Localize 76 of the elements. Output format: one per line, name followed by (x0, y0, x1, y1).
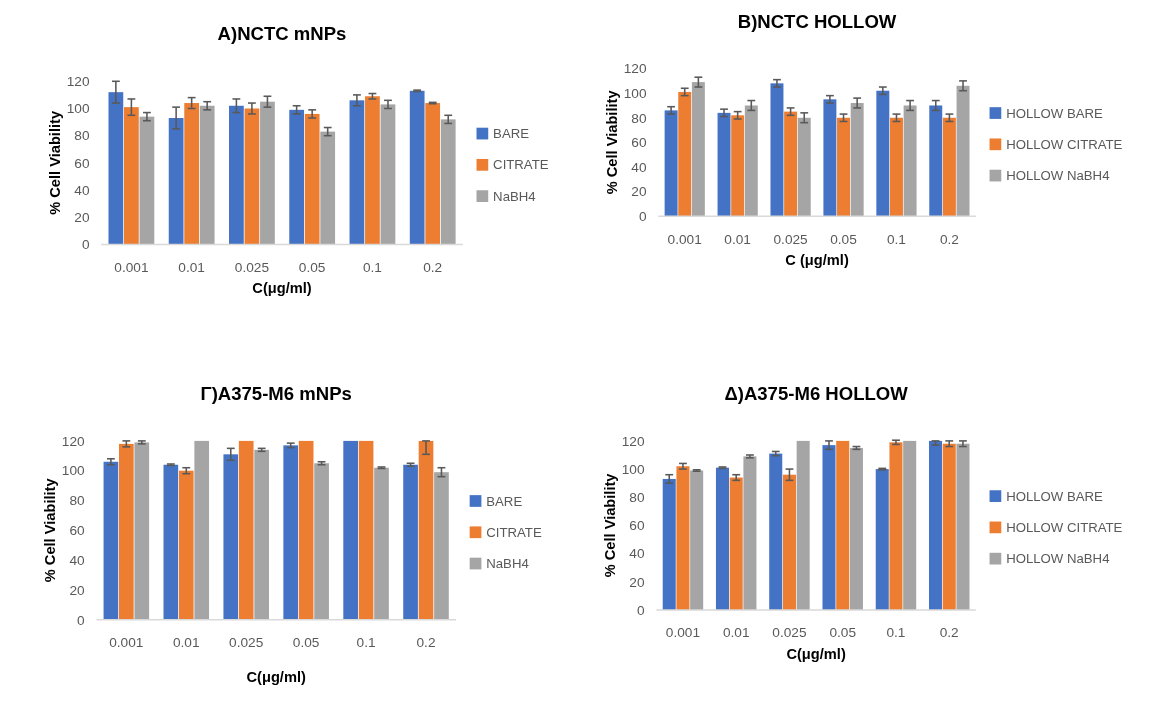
y-axis-title: % Cell Viability (604, 89, 621, 195)
x-tick-label: 0.01 (724, 231, 751, 247)
x-axis-title: C(μg/ml) (786, 645, 846, 662)
x-tick-label: 0.01 (722, 625, 750, 641)
legend-label: HOLLOW NaBH4 (1006, 168, 1110, 184)
y-tick-label: 100 (623, 85, 647, 101)
chart-title: Γ)A375-M6 mNPs (200, 382, 352, 404)
x-tick-label: 0.01 (178, 259, 205, 275)
x-tick-label: 0.2 (939, 625, 959, 641)
x-tick-label: 0.1 (886, 625, 906, 641)
y-tick-label: 80 (629, 490, 645, 506)
x-axis-title: C(μg/ml) (252, 280, 312, 297)
x-tick-label: 0.05 (292, 635, 320, 651)
x-tick-label: 0.1 (362, 259, 382, 275)
x-tick-label: 0.025 (773, 231, 809, 247)
x-tick-label: 0.025 (229, 635, 264, 651)
y-tick-label: 120 (623, 61, 647, 77)
legend-label: NaBH4 (493, 188, 536, 204)
y-tick-label: 0 (81, 237, 90, 253)
y-tick-label: 0 (636, 602, 645, 618)
y-axis-title: % Cell Viability (602, 472, 619, 578)
x-tick-label: 0.001 (114, 259, 149, 275)
y-tick-label: 40 (74, 182, 90, 198)
legend-label: CITRATE (493, 157, 549, 173)
x-tick-label: 0.2 (423, 259, 443, 275)
y-tick-label: 120 (621, 433, 645, 449)
legend-label: NaBH4 (486, 556, 529, 572)
y-tick-label: 100 (621, 461, 645, 477)
y-tick-label: 60 (629, 518, 645, 534)
y-tick-label: 120 (66, 74, 90, 90)
y-tick-label: 120 (61, 433, 86, 449)
x-axis-title: C(μg/ml) (246, 669, 306, 686)
legend-label: HOLLOW NaBH4 (1006, 551, 1110, 567)
y-tick-label: 40 (69, 552, 86, 568)
x-tick-label: 0.025 (234, 259, 270, 275)
x-tick-label: 0.01 (172, 635, 200, 651)
chart-title: Δ)A375-M6 HOLLOW (724, 382, 909, 404)
x-tick-label: 0.2 (416, 635, 436, 651)
y-axis-title: % Cell Viability (42, 477, 59, 583)
x-tick-label: 0.2 (939, 231, 959, 247)
y-tick-label: 40 (629, 546, 645, 562)
y-tick-label: 0 (638, 208, 647, 224)
y-tick-label: 60 (631, 135, 647, 151)
y-tick-label: 80 (631, 110, 647, 126)
legend-label: HOLLOW BARE (1006, 488, 1104, 504)
x-tick-label: 0.025 (772, 625, 807, 641)
legend-label: HOLLOW CITRATE (1006, 136, 1123, 152)
y-tick-label: 80 (74, 128, 90, 144)
y-tick-label: 20 (629, 574, 645, 590)
y-axis-title: % Cell Viability (47, 110, 64, 215)
x-tick-label: 0.001 (109, 635, 144, 651)
chart-title: Β)NCTC HOLLOW (737, 10, 897, 32)
legend-label: HOLLOW CITRATE (1006, 520, 1123, 535)
x-tick-label: 0.1 (886, 231, 906, 247)
legend-label: CITRATE (486, 524, 542, 540)
x-axis-title: C (μg/ml) (785, 252, 849, 269)
chart-title: Α)NCTC mNPs (217, 23, 347, 45)
y-tick-label: 100 (61, 463, 86, 479)
y-tick-label: 60 (69, 523, 86, 539)
y-tick-label: 20 (69, 582, 86, 598)
y-tick-label: 0 (77, 612, 86, 628)
x-tick-label: 0.001 (667, 231, 702, 247)
y-tick-label: 80 (69, 493, 86, 509)
x-tick-label: 0.001 (665, 625, 701, 641)
x-tick-label: 0.05 (298, 259, 326, 275)
y-tick-label: 100 (66, 101, 90, 117)
y-tick-label: 60 (74, 155, 90, 171)
x-tick-label: 0.05 (829, 625, 857, 641)
legend-label: BARE (486, 493, 523, 509)
x-tick-label: 0.1 (356, 635, 376, 651)
x-tick-label: 0.05 (830, 231, 858, 247)
y-tick-label: 20 (74, 210, 90, 226)
y-tick-label: 20 (631, 184, 647, 200)
legend-label: BARE (493, 126, 530, 142)
legend-label: HOLLOW BARE (1006, 105, 1104, 121)
y-tick-label: 40 (631, 159, 647, 175)
